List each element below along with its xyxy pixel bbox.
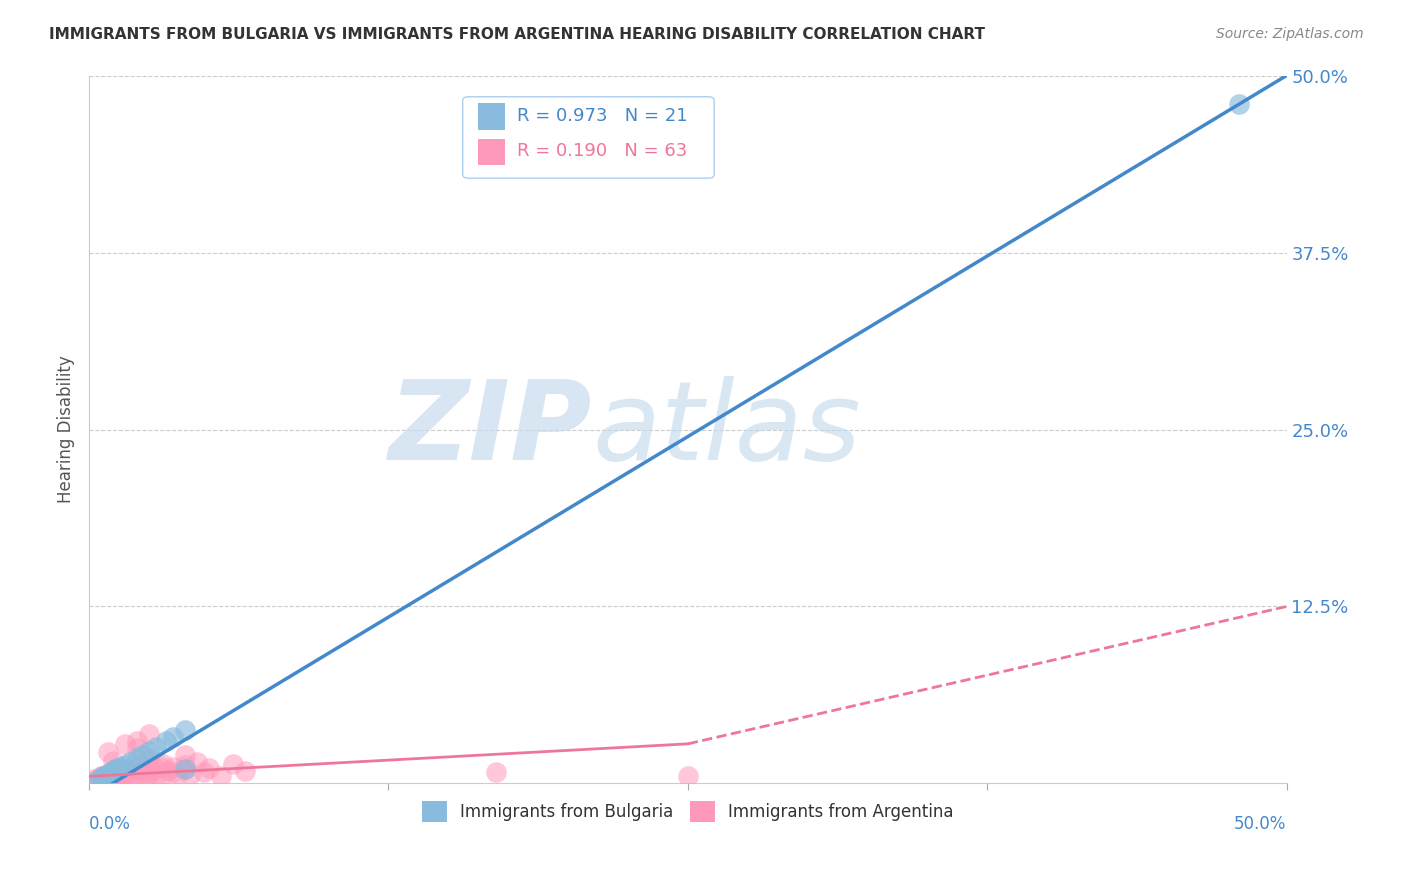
Point: [94, 772, 117, 787]
Point: [131, 748, 153, 763]
Point: [107, 765, 129, 780]
Point: [125, 741, 148, 756]
Point: [94, 768, 117, 782]
Text: R = 0.190   N = 63: R = 0.190 N = 63: [516, 142, 688, 161]
Point: [173, 762, 195, 776]
Point: [173, 762, 195, 776]
Point: [193, 765, 215, 780]
Point: [108, 768, 131, 782]
Point: [114, 769, 136, 783]
Point: [101, 764, 124, 778]
Bar: [478, 103, 505, 130]
Point: [100, 765, 122, 780]
Point: [83, 772, 105, 787]
Point: [149, 759, 172, 773]
Point: [97, 766, 120, 780]
Point: [138, 751, 160, 765]
Y-axis label: Hearing Disability: Hearing Disability: [58, 356, 75, 503]
Point: [142, 761, 165, 775]
Point: [135, 768, 157, 782]
Point: [149, 772, 172, 787]
Point: [90, 769, 112, 783]
Point: [166, 766, 188, 780]
Point: [104, 766, 127, 780]
Point: [104, 762, 127, 776]
Point: [173, 723, 195, 737]
Point: [100, 765, 122, 780]
Point: [118, 764, 141, 778]
Point: [97, 771, 120, 785]
Point: [117, 766, 139, 780]
Point: [485, 765, 508, 780]
Point: [1227, 96, 1250, 111]
Point: [125, 764, 148, 778]
Point: [87, 771, 110, 785]
Bar: [478, 138, 505, 165]
Point: [152, 756, 174, 771]
Point: [162, 730, 184, 744]
Point: [93, 771, 115, 785]
Point: [107, 761, 129, 775]
Point: [124, 761, 146, 775]
Point: [114, 737, 136, 751]
Legend: Immigrants from Bulgaria, Immigrants from Argentina: Immigrants from Bulgaria, Immigrants fro…: [415, 795, 960, 829]
Point: [186, 756, 208, 770]
Point: [108, 761, 131, 775]
Point: [233, 764, 256, 778]
Text: R = 0.973   N = 21: R = 0.973 N = 21: [516, 107, 688, 125]
Point: [162, 765, 184, 780]
Point: [101, 764, 124, 778]
Point: [198, 761, 221, 775]
Point: [114, 758, 136, 772]
Point: [84, 773, 107, 788]
Point: [131, 766, 153, 780]
Text: ZIP: ZIP: [388, 376, 592, 483]
Point: [155, 734, 177, 748]
Point: [138, 744, 160, 758]
Point: [100, 769, 122, 783]
Point: [145, 769, 167, 783]
Point: [173, 748, 195, 763]
Text: 0.0%: 0.0%: [89, 815, 131, 833]
Text: IMMIGRANTS FROM BULGARIA VS IMMIGRANTS FROM ARGENTINA HEARING DISABILITY CORRELA: IMMIGRANTS FROM BULGARIA VS IMMIGRANTS F…: [49, 27, 986, 42]
Point: [108, 759, 131, 773]
Point: [97, 766, 120, 780]
Point: [84, 773, 107, 788]
Text: 50.0%: 50.0%: [1234, 815, 1286, 833]
FancyBboxPatch shape: [463, 96, 714, 178]
Point: [114, 762, 136, 776]
Point: [222, 756, 245, 771]
Point: [138, 758, 160, 772]
Point: [209, 769, 232, 783]
Point: [90, 771, 112, 785]
Point: [676, 769, 699, 783]
Point: [157, 764, 180, 778]
Text: Source: ZipAtlas.com: Source: ZipAtlas.com: [1216, 27, 1364, 41]
Point: [128, 759, 150, 773]
Point: [97, 745, 120, 759]
Point: [94, 768, 117, 782]
Point: [107, 769, 129, 783]
Point: [125, 751, 148, 765]
Point: [104, 762, 127, 776]
Point: [141, 765, 163, 780]
Point: [125, 734, 148, 748]
Text: atlas: atlas: [592, 376, 860, 483]
Point: [90, 772, 112, 787]
Point: [118, 756, 141, 770]
Point: [121, 768, 143, 782]
Point: [145, 739, 167, 754]
Point: [101, 754, 124, 768]
Point: [179, 768, 201, 782]
Point: [125, 771, 148, 785]
Point: [162, 759, 184, 773]
Point: [173, 758, 195, 772]
Point: [111, 765, 134, 780]
Point: [101, 768, 124, 782]
Point: [134, 762, 156, 776]
Point: [138, 727, 160, 741]
Point: [93, 769, 115, 783]
